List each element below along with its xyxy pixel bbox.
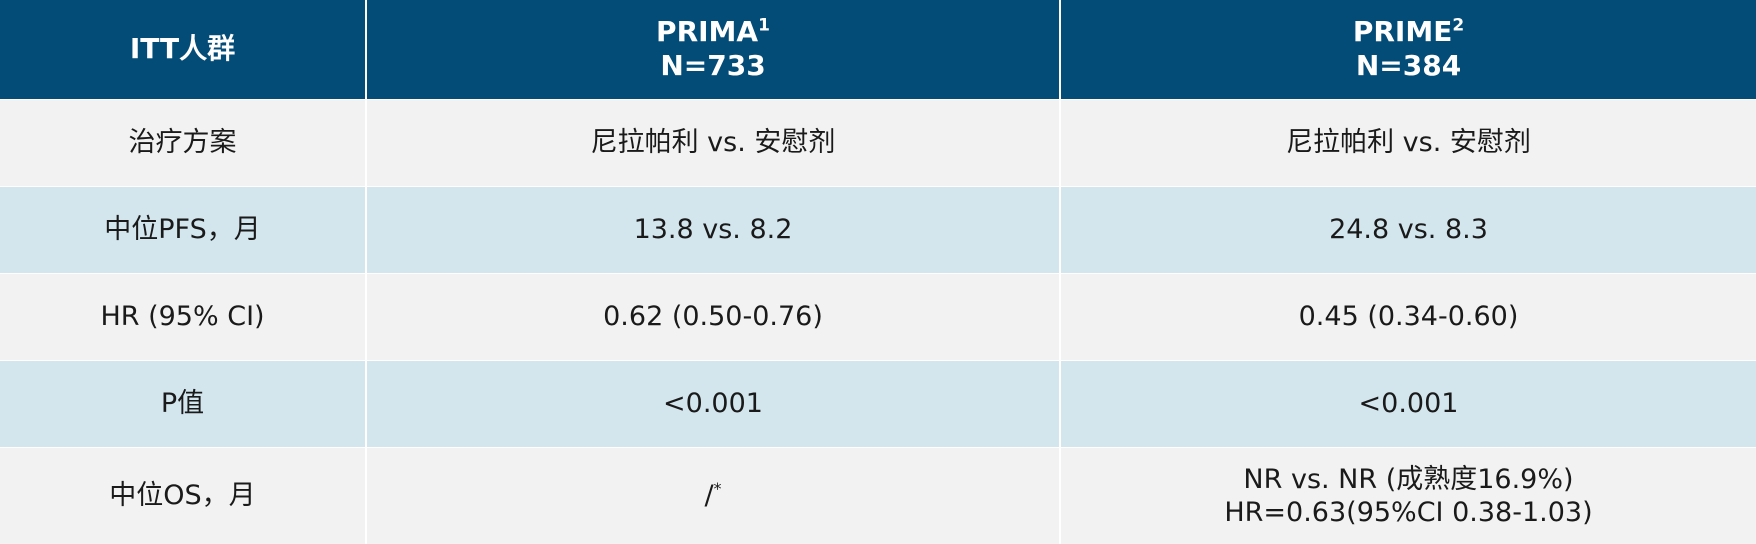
prime-cell: 24.8 vs. 8.3 — [1060, 185, 1756, 273]
row-label: 中位PFS，月 — [0, 185, 367, 273]
prima-os-value: / — [704, 480, 714, 512]
header-prime: PRIME2 N=384 — [1060, 0, 1756, 99]
row-label: HR (95% CI) — [0, 272, 367, 360]
row-label: P值 — [0, 359, 367, 447]
prime-cell: NR vs. NR (成熟度16.9%) HR=0.63(95%CI 0.38-… — [1060, 446, 1756, 544]
prime-cell: <0.001 — [1060, 359, 1756, 447]
prime-cell: 尼拉帕利 vs. 安慰剂 — [1060, 98, 1756, 186]
row-label: 中位OS，月 — [0, 446, 367, 544]
prima-n: N=733 — [660, 49, 766, 83]
prime-ref: 2 — [1452, 15, 1465, 36]
prima-cell: 13.8 vs. 8.2 — [366, 185, 1061, 273]
header-itt-population: ITT人群 — [0, 0, 367, 99]
header-row: ITT人群 PRIMA1 N=733 PRIME2 N=384 — [0, 0, 1756, 99]
table-row-median-pfs: 中位PFS，月 13.8 vs. 8.2 24.8 vs. 8.3 — [0, 185, 1756, 273]
prime-os-line2: HR=0.63(95%CI 0.38-1.03) — [1224, 496, 1593, 528]
prime-name: PRIME — [1352, 15, 1453, 49]
table-row-treatment: 治疗方案 尼拉帕利 vs. 安慰剂 尼拉帕利 vs. 安慰剂 — [0, 98, 1756, 186]
prima-ref: 1 — [758, 15, 770, 36]
prima-name: PRIMA — [656, 15, 759, 49]
row-label: 治疗方案 — [0, 98, 367, 186]
table-row-median-os: 中位OS，月 /* NR vs. NR (成熟度16.9%) HR=0.63(9… — [0, 446, 1756, 544]
prime-os-line1: NR vs. NR (成熟度16.9%) — [1243, 463, 1574, 495]
header-itt-label: ITT人群 — [129, 32, 236, 66]
prime-cell: 0.45 (0.34-0.60) — [1060, 272, 1756, 360]
prima-cell: 尼拉帕利 vs. 安慰剂 — [366, 98, 1061, 186]
prima-os-footnote-mark: * — [713, 479, 722, 499]
prima-cell: /* — [366, 446, 1061, 544]
table-row-p-value: P值 <0.001 <0.001 — [0, 359, 1756, 447]
header-prima: PRIMA1 N=733 — [366, 0, 1061, 99]
table-row-hr: HR (95% CI) 0.62 (0.50-0.76) 0.45 (0.34-… — [0, 272, 1756, 360]
prime-n: N=384 — [1355, 49, 1462, 83]
prima-cell: 0.62 (0.50-0.76) — [366, 272, 1061, 360]
prima-cell: <0.001 — [366, 359, 1061, 447]
